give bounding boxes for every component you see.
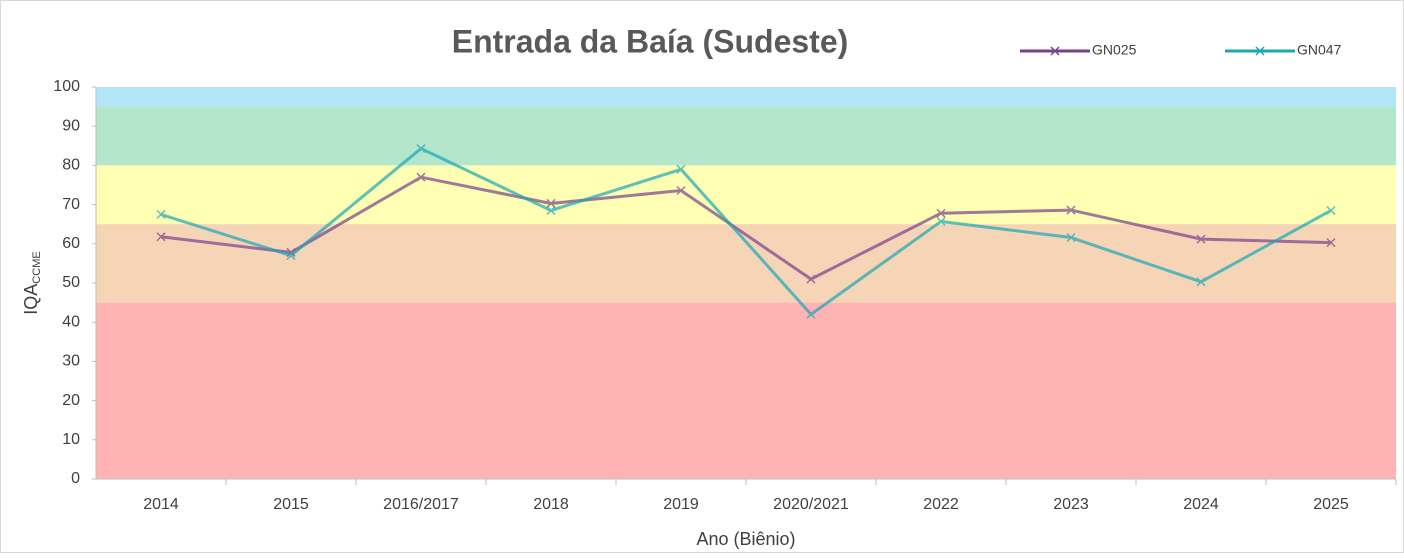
y-label-main: IQA xyxy=(21,284,41,315)
marker xyxy=(676,185,686,196)
marker xyxy=(416,172,426,182)
band xyxy=(96,165,1396,225)
x-tick-label: 2025 xyxy=(1313,496,1349,513)
x-tick-label: 2015 xyxy=(273,496,309,513)
y-tick-label: 40 xyxy=(62,313,80,330)
y-tick-label: 90 xyxy=(62,117,80,134)
y-axis-label: IQACCME xyxy=(21,251,43,314)
band xyxy=(96,106,1396,166)
x-tick-label: 2016/2017 xyxy=(383,496,459,513)
marker xyxy=(156,209,166,219)
marker xyxy=(546,205,556,216)
y-tick-label: 70 xyxy=(62,196,80,213)
series-line xyxy=(160,175,1332,281)
marker xyxy=(936,208,946,218)
y-tick-label: 80 xyxy=(62,157,80,174)
marker xyxy=(1066,205,1076,215)
series xyxy=(156,172,1336,284)
x-tick-label: 2024 xyxy=(1183,496,1219,513)
marker xyxy=(156,232,166,242)
y-tick-label: 10 xyxy=(62,431,80,448)
series xyxy=(156,144,1336,319)
y-tick-label: 100 xyxy=(53,78,80,95)
marker xyxy=(1066,232,1076,243)
y-label-sub: CCME xyxy=(31,251,43,283)
band xyxy=(96,87,1396,107)
x-tick-label: 2023 xyxy=(1053,496,1089,513)
marker xyxy=(416,144,426,154)
marker xyxy=(1196,277,1206,287)
marker xyxy=(1326,205,1336,216)
y-tick-label: 30 xyxy=(62,353,80,370)
x-tick-label: 2018 xyxy=(533,496,569,513)
x-tick-label: 2020/2021 xyxy=(773,496,849,513)
marker xyxy=(806,274,816,284)
x-tick-label: 2014 xyxy=(143,496,179,513)
legend-label: GN025 xyxy=(1092,42,1137,58)
y-tick-label: 20 xyxy=(62,392,80,409)
bands xyxy=(96,87,1396,479)
marker xyxy=(1196,234,1206,244)
y-tick-label: 0 xyxy=(71,470,80,487)
band xyxy=(96,302,1396,479)
legend-label: GN047 xyxy=(1297,42,1342,58)
marker xyxy=(936,216,946,226)
y-tick-label: 50 xyxy=(62,274,80,291)
x-tick-label: 2019 xyxy=(663,496,699,513)
series-line xyxy=(160,146,1332,317)
marker xyxy=(1255,46,1265,56)
y-tick-label: 60 xyxy=(62,235,80,252)
x-tick-label: 2022 xyxy=(923,496,959,513)
marker xyxy=(676,164,686,174)
marker xyxy=(546,198,556,208)
x-axis-label: Ano (Biênio) xyxy=(696,529,795,549)
marker xyxy=(806,309,816,319)
marker xyxy=(286,251,296,261)
plot: 0 10 20 30 40 50 60 70 80 90 100 2014 2015 2016/2017 2… xyxy=(53,42,1397,513)
marker xyxy=(1050,46,1060,56)
marker xyxy=(1326,238,1336,248)
chart-title: Entrada da Baía (Sudeste) xyxy=(452,23,849,59)
